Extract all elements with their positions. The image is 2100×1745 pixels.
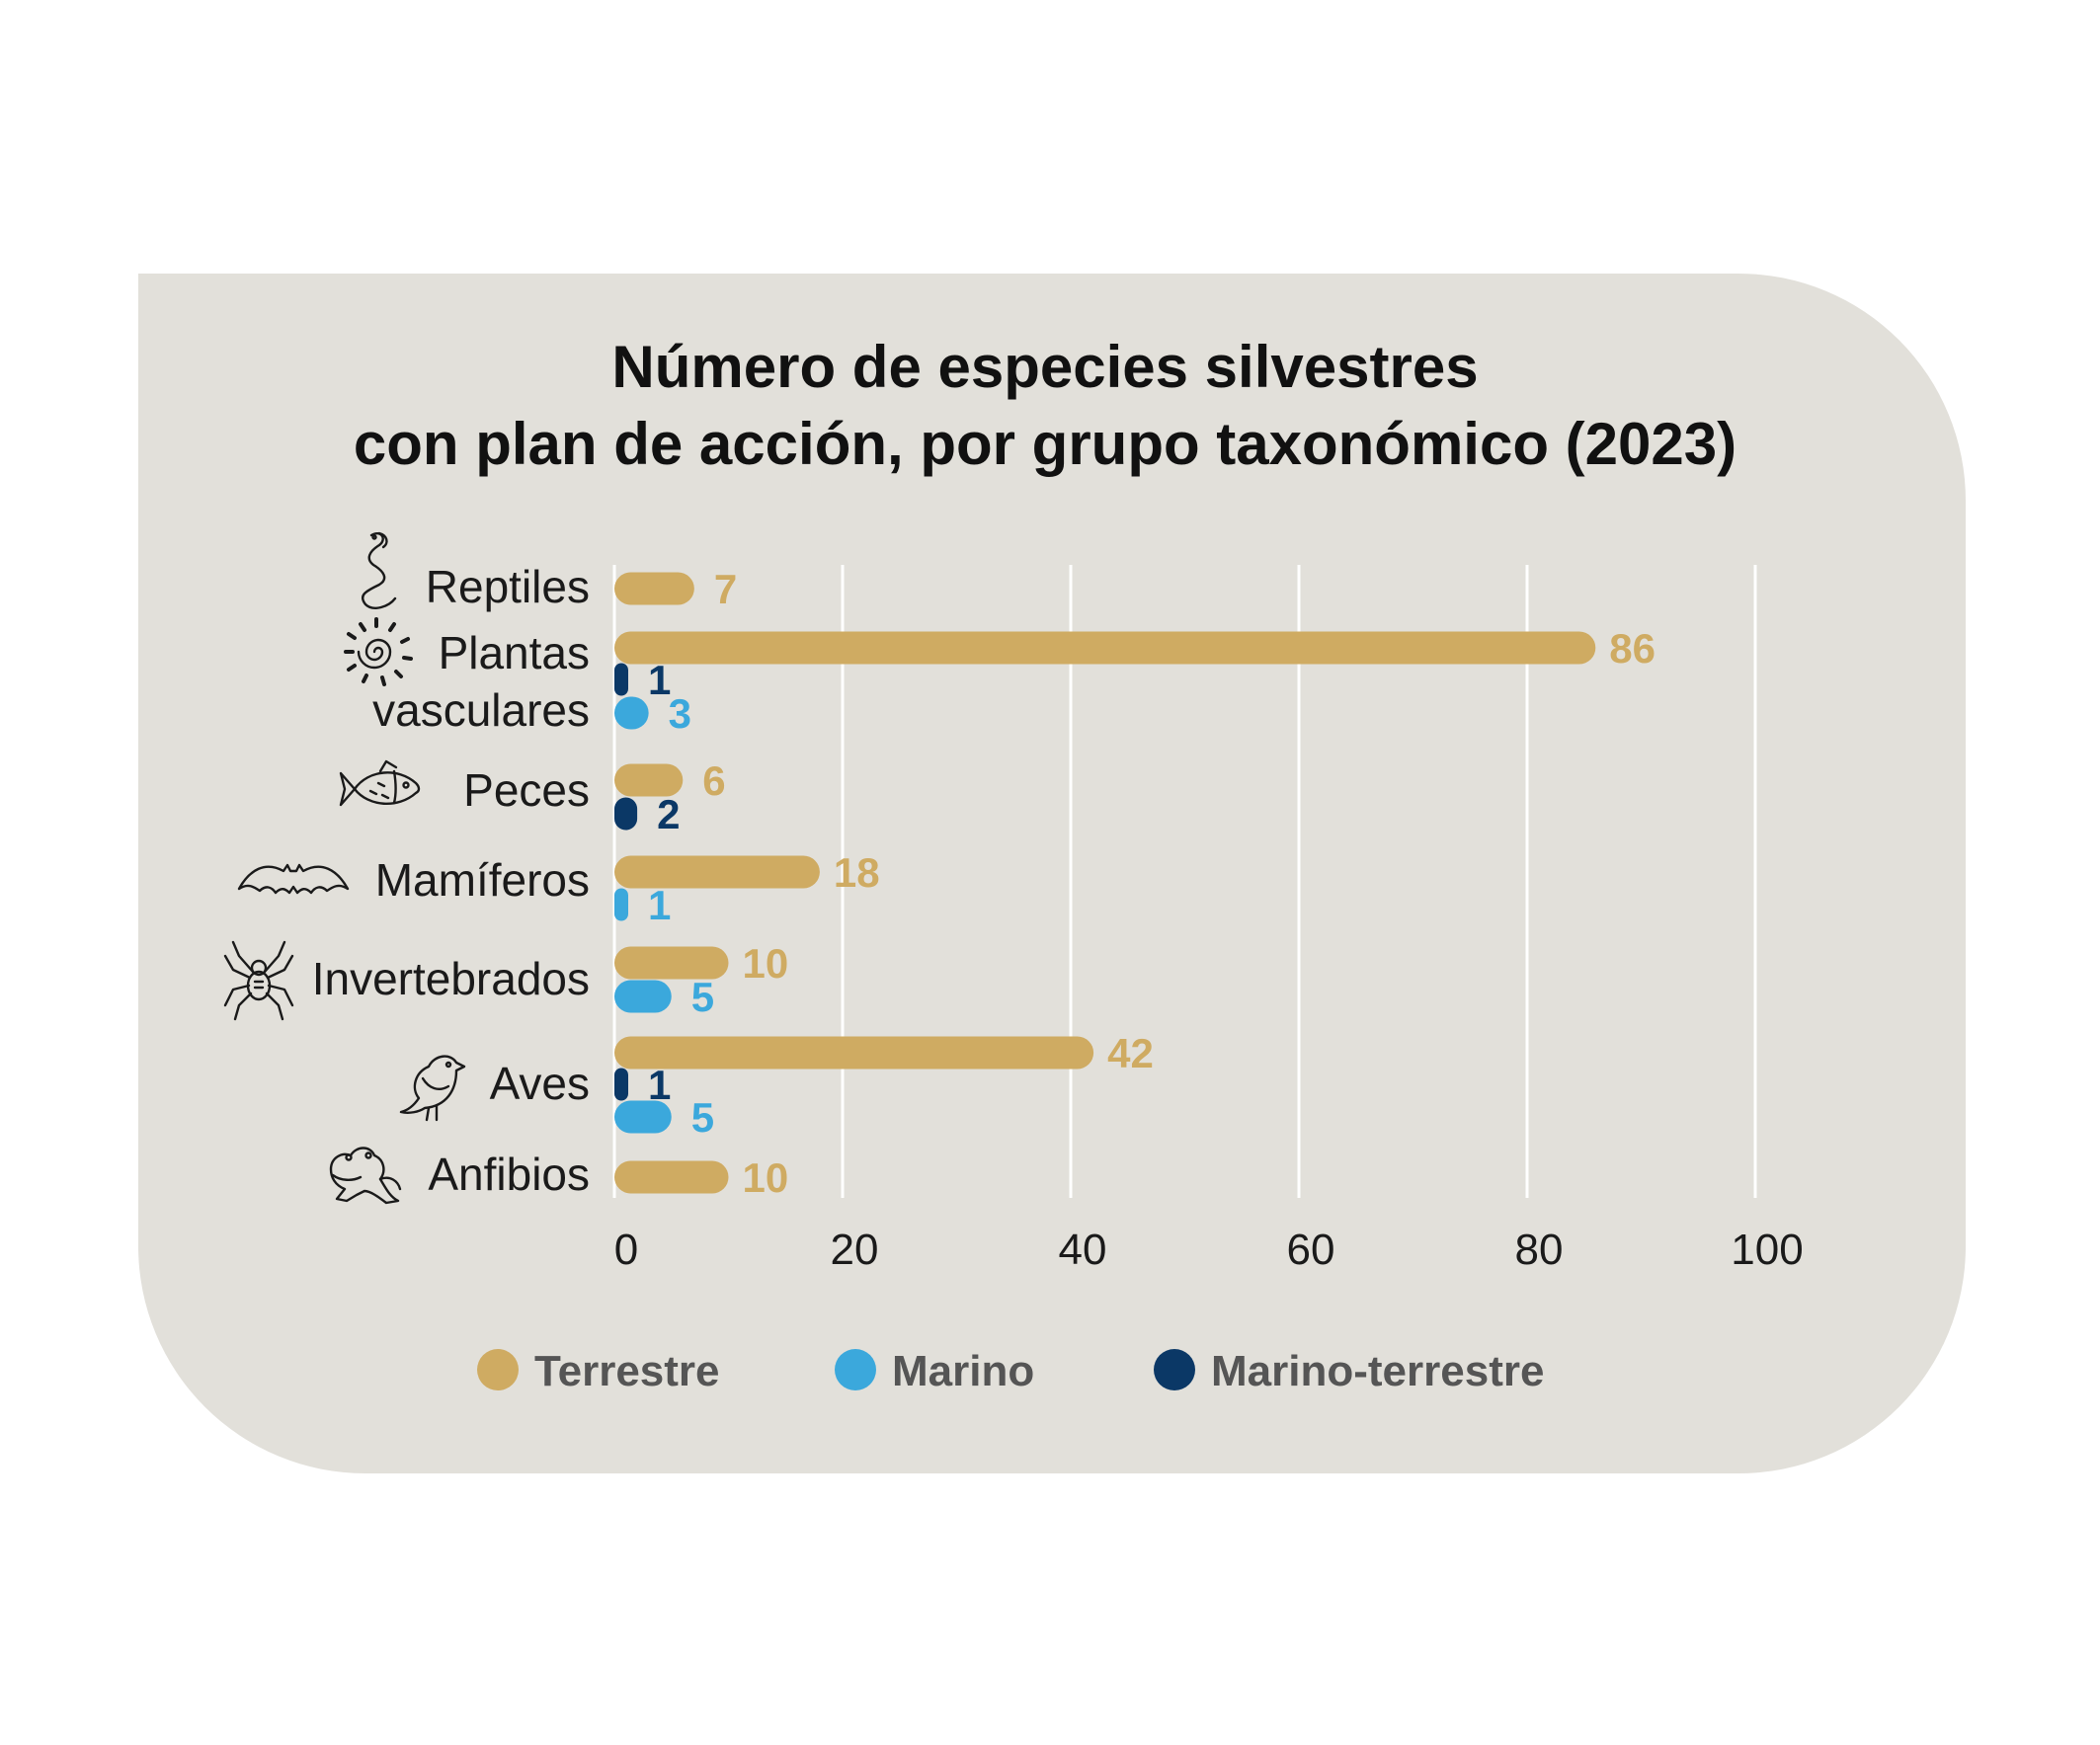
fish-icon (339, 759, 421, 807)
category-label-mamiferos: Mamíferos (375, 854, 590, 906)
value-label-anfibios-terrestre: 10 (743, 1154, 789, 1201)
legend-item-marino-terrestre: Marino-terrestre (1154, 1347, 1544, 1395)
chart-title-line-1: Número de especies silvestres (611, 334, 1478, 400)
bar-aves-terrestre (614, 1036, 1094, 1070)
category-label-anfibios: Anfibios (428, 1149, 590, 1200)
legend-item-terrestre: Terrestre (477, 1347, 720, 1395)
category-label-reptiles: Reptiles (426, 561, 590, 612)
bar-invertebrados-terrestre (614, 946, 729, 980)
bar-aves-marino-terrestre (614, 1068, 628, 1101)
legend-label-marino-terrestre: Marino-terrestre (1211, 1347, 1544, 1395)
value-label-peces-terrestre: 6 (702, 757, 725, 804)
legend-label-marino: Marino (892, 1347, 1034, 1395)
category-label-plantas-vasculares-1: Plantas (439, 627, 590, 678)
legend-swatch-marino-terrestre (1154, 1349, 1195, 1390)
x-tick-label-60: 60 (1287, 1226, 1335, 1274)
bar-mamiferos-marino (614, 888, 628, 921)
bar-plantas-vasculares-terrestre (614, 631, 1596, 665)
bar-plantas-vasculares-marino-terrestre (614, 663, 628, 696)
x-tick-label-80: 80 (1515, 1226, 1564, 1274)
value-label-plantas-vasculares-marino: 3 (669, 690, 691, 737)
snake-icon (361, 531, 397, 609)
bar-plantas-vasculares-marino (614, 696, 649, 730)
bar-anfibios-terrestre (614, 1160, 729, 1194)
bar-peces-terrestre (614, 763, 684, 797)
bar-peces-marino-terrestre (614, 797, 638, 831)
x-tick-label-20: 20 (831, 1226, 879, 1274)
x-tick-label-40: 40 (1059, 1226, 1107, 1274)
category-label-invertebrados: Invertebrados (312, 953, 590, 1004)
bar-aves-marino (614, 1100, 672, 1134)
value-label-aves-marino-terrestre: 1 (648, 1062, 671, 1108)
fern-spiral-icon (344, 617, 413, 686)
category-label-plantas-vasculares-2: vasculares (372, 684, 590, 736)
value-label-invertebrados-marino: 5 (691, 974, 714, 1020)
x-tick-label-100: 100 (1731, 1226, 1803, 1274)
legend-item-marino: Marino (835, 1347, 1034, 1395)
legend-swatch-terrestre (477, 1349, 519, 1390)
frog-icon (329, 1147, 402, 1205)
chart-card (138, 274, 1966, 1473)
category-label-peces: Peces (463, 764, 590, 816)
chart-title-line-2: con plan de acción, por grupo taxonómico… (354, 411, 1737, 477)
value-label-peces-marino-terrestre: 2 (657, 791, 680, 837)
x-tick-label-0: 0 (614, 1226, 638, 1274)
value-label-mamiferos-terrestre: 18 (834, 849, 880, 896)
bat-icon (237, 863, 350, 895)
legend-label-terrestre: Terrestre (534, 1347, 720, 1395)
value-label-reptiles-terrestre: 7 (714, 566, 737, 612)
spider-icon (223, 940, 294, 1021)
bar-invertebrados-marino (614, 980, 672, 1013)
value-label-invertebrados-terrestre: 10 (743, 940, 789, 987)
bar-reptiles-terrestre (614, 572, 694, 605)
value-label-aves-terrestre: 42 (1107, 1030, 1154, 1076)
value-label-plantas-vasculares-marino-terrestre: 1 (648, 657, 671, 703)
bird-icon (399, 1055, 466, 1122)
bar-mamiferos-terrestre (614, 855, 820, 889)
category-label-aves: Aves (490, 1058, 590, 1109)
legend-swatch-marino (835, 1349, 876, 1390)
value-label-aves-marino: 5 (691, 1094, 714, 1141)
value-label-plantas-vasculares-terrestre: 86 (1609, 625, 1656, 672)
value-label-mamiferos-marino: 1 (648, 882, 671, 928)
